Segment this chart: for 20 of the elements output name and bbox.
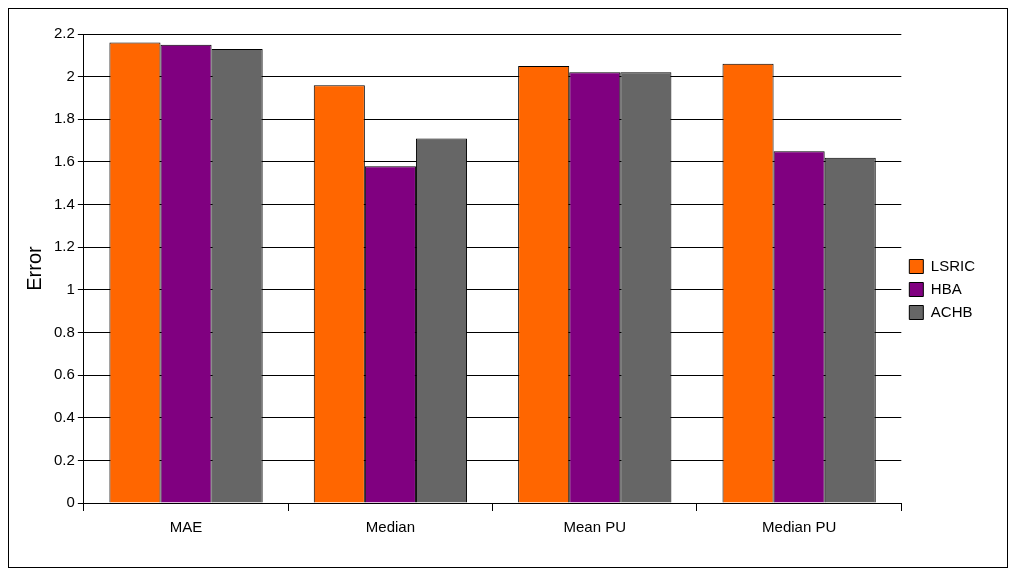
y-tick-label: 1.6	[53, 152, 75, 170]
y-tick-label: 2	[66, 66, 75, 84]
legend-label: ACHB	[930, 302, 973, 320]
y-tick-label: 1.8	[53, 109, 75, 127]
y-tick-label: 0.8	[53, 322, 75, 340]
legend-label: HBA	[930, 279, 962, 297]
y-tick-label: 1	[66, 279, 75, 297]
x-tick-label: Median PU	[762, 518, 837, 536]
x-tick-label: Mean PU	[563, 518, 627, 536]
y-tick-label: 1.2	[53, 237, 75, 255]
x-tick-label: MAE	[169, 518, 203, 536]
y-tick-label: 0.4	[53, 407, 75, 425]
y-tick-label: 2.2	[53, 24, 75, 42]
y-tick-label: 1.4	[53, 194, 75, 212]
y-tick-label: 0	[66, 493, 75, 511]
y-tick-label: 0.2	[53, 450, 75, 468]
y-tick-label: 0.6	[53, 365, 75, 383]
y-axis-title: Error	[22, 245, 45, 291]
legend-label: LSRIC	[930, 256, 976, 274]
x-tick-label: Median	[365, 518, 415, 536]
